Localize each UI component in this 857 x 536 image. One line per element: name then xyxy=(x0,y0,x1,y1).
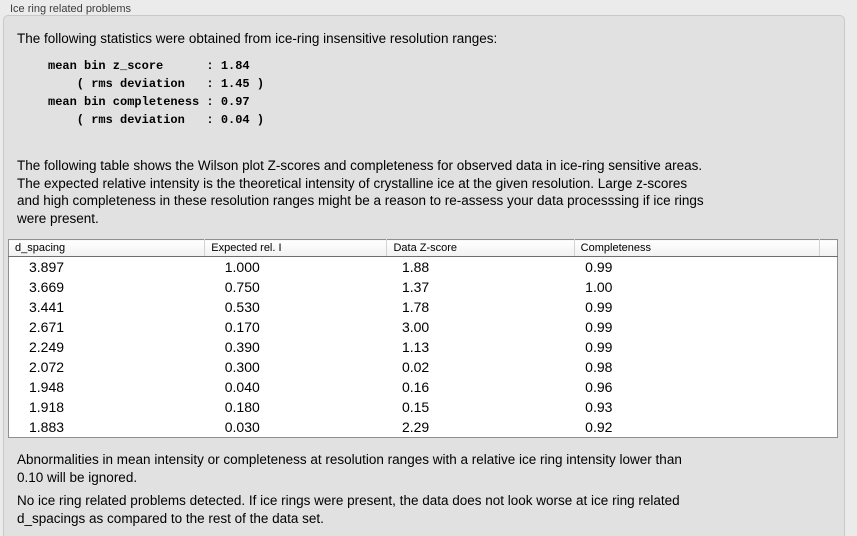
table-row[interactable]: 3.897 1.000 1.88 0.99 xyxy=(8,256,838,277)
table-cell: 1.000 xyxy=(204,256,387,277)
table-cell: 0.530 xyxy=(204,297,387,317)
ignore-threshold-note: Abnormalities in mean intensity or compl… xyxy=(17,452,682,485)
table-cell: 3.669 xyxy=(8,277,205,297)
table-cell: 1.948 xyxy=(8,377,205,397)
table-cell: 1.00 xyxy=(574,277,820,297)
table-cell xyxy=(819,417,838,438)
table-body: 3.897 1.000 1.88 0.99 3.669 0.750 1.37 1.00 3.44… xyxy=(8,256,838,438)
table-cell xyxy=(819,357,838,377)
table-cell: 1.88 xyxy=(386,256,575,277)
table-header-row: d_spacing Expected rel. I Data Z-score C… xyxy=(8,239,838,257)
table-cell: 0.99 xyxy=(574,337,820,357)
table-cell: 1.13 xyxy=(386,337,575,357)
table-cell xyxy=(819,317,838,337)
table-cell: 0.300 xyxy=(204,357,387,377)
table-cell xyxy=(819,297,838,317)
table-cell: 0.99 xyxy=(574,317,820,337)
ice-ring-group-box: The following statistics were obtained f… xyxy=(3,15,845,536)
table-cell xyxy=(819,377,838,397)
table-cell xyxy=(819,256,838,277)
table-cell xyxy=(819,397,838,417)
table-cell: 0.030 xyxy=(204,417,387,438)
table-cell: 0.16 xyxy=(386,377,575,397)
table-cell: 3.441 xyxy=(8,297,205,317)
table-cell: 0.750 xyxy=(204,277,387,297)
table-row[interactable]: 1.918 0.180 0.15 0.93 xyxy=(8,397,838,417)
table-row[interactable]: 3.669 0.750 1.37 1.00 xyxy=(8,277,838,297)
table-cell: 1.78 xyxy=(386,297,575,317)
conclusion-text: No ice ring related problems detected. I… xyxy=(17,493,680,526)
table-cell: 2.249 xyxy=(8,337,205,357)
table-cell: 0.390 xyxy=(204,337,387,357)
table-cell: 0.040 xyxy=(204,377,387,397)
table-row[interactable]: 2.671 0.170 3.00 0.99 xyxy=(8,317,838,337)
panel-title: Ice ring related problems xyxy=(10,3,132,15)
stats-summary-block: mean bin z_score : 1.84 ( rms deviation … xyxy=(48,59,265,127)
column-header-empty[interactable] xyxy=(819,239,838,257)
table-cell: 0.98 xyxy=(574,357,820,377)
table-cell: 2.29 xyxy=(386,417,575,438)
ice-ring-table: d_spacing Expected rel. I Data Z-score C… xyxy=(8,239,838,438)
table-cell: 2.072 xyxy=(8,357,205,377)
table-description-text: The following table shows the Wilson plo… xyxy=(17,158,704,226)
table-cell: 0.170 xyxy=(204,317,387,337)
table-cell: 3.897 xyxy=(8,256,205,277)
table-row[interactable]: 2.249 0.390 1.13 0.99 xyxy=(8,337,838,357)
table-cell: 0.92 xyxy=(574,417,820,438)
table-cell: 1.37 xyxy=(386,277,575,297)
stats-intro-text: The following statistics were obtained f… xyxy=(17,31,498,46)
column-header-data-z-score[interactable]: Data Z-score xyxy=(386,239,575,257)
table-cell xyxy=(819,337,838,357)
table-cell: 0.93 xyxy=(574,397,820,417)
table-cell: 1.918 xyxy=(8,397,205,417)
table-cell: 3.00 xyxy=(386,317,575,337)
table-cell: 0.02 xyxy=(386,357,575,377)
column-header-completeness[interactable]: Completeness xyxy=(574,239,820,257)
table-row[interactable]: 2.072 0.300 0.02 0.98 xyxy=(8,357,838,377)
table-row[interactable]: 1.948 0.040 0.16 0.96 xyxy=(8,377,838,397)
table-cell: 0.180 xyxy=(204,397,387,417)
table-row[interactable]: 1.883 0.030 2.29 0.92 xyxy=(8,417,838,438)
table-cell: 2.671 xyxy=(8,317,205,337)
table-cell: 1.883 xyxy=(8,417,205,438)
table-cell: 0.15 xyxy=(386,397,575,417)
column-header-expected-rel-i[interactable]: Expected rel. I xyxy=(204,239,388,257)
table-row[interactable]: 3.441 0.530 1.78 0.99 xyxy=(8,297,838,317)
table-cell: 0.96 xyxy=(574,377,820,397)
table-cell: 0.99 xyxy=(574,297,820,317)
table-cell xyxy=(819,277,838,297)
column-header-d-spacing[interactable]: d_spacing xyxy=(8,239,206,257)
table-cell: 0.99 xyxy=(574,256,820,277)
